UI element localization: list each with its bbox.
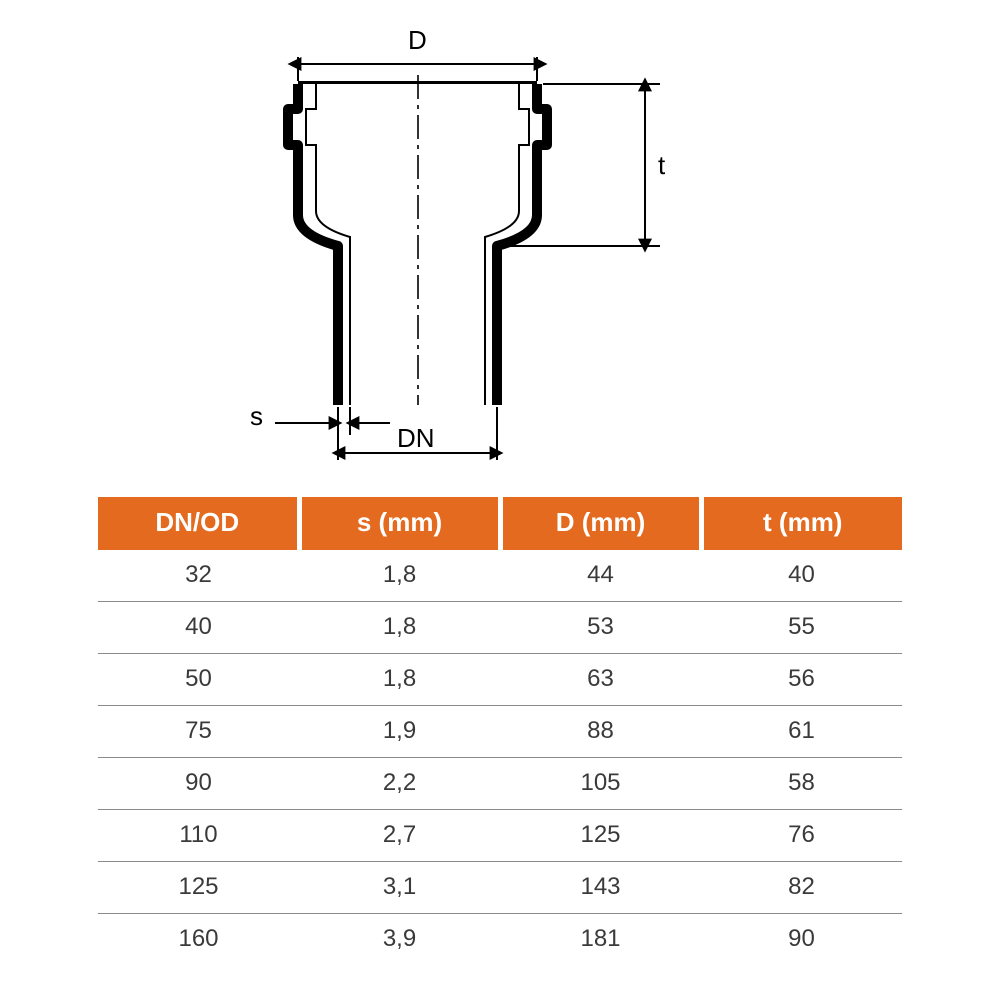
table-header-row: DN/OD s (mm) D (mm) t (mm) [98, 497, 902, 550]
col-t: t (mm) [701, 497, 902, 550]
label-D: D [408, 25, 427, 56]
label-t: t [658, 150, 665, 181]
pipe-diagram: D t s DN [190, 35, 720, 455]
table-cell: 63 [500, 654, 701, 706]
table-cell: 181 [500, 914, 701, 966]
col-s: s (mm) [299, 497, 500, 550]
table-cell: 1,9 [299, 706, 500, 758]
table-cell: 61 [701, 706, 902, 758]
table-cell: 3,1 [299, 862, 500, 914]
table-cell: 125 [98, 862, 299, 914]
table-cell: 125 [500, 810, 701, 862]
pipe-svg [190, 35, 720, 465]
table-cell: 76 [701, 810, 902, 862]
table-cell: 40 [701, 550, 902, 602]
label-DN: DN [397, 423, 435, 454]
table-cell: 82 [701, 862, 902, 914]
table-cell: 50 [98, 654, 299, 706]
table-cell: 32 [98, 550, 299, 602]
label-s: s [250, 401, 263, 432]
table-cell: 2,2 [299, 758, 500, 810]
table-cell: 75 [98, 706, 299, 758]
table-row: 1253,114382 [98, 862, 902, 914]
table-row: 401,85355 [98, 602, 902, 654]
table-row: 321,84440 [98, 550, 902, 602]
table-cell: 90 [98, 758, 299, 810]
table-cell: 90 [701, 914, 902, 966]
table-cell: 55 [701, 602, 902, 654]
table-row: 751,98861 [98, 706, 902, 758]
table-cell: 56 [701, 654, 902, 706]
table-row: 1102,712576 [98, 810, 902, 862]
table-cell: 1,8 [299, 654, 500, 706]
table-row: 501,86356 [98, 654, 902, 706]
table-cell: 1,8 [299, 550, 500, 602]
table-cell: 105 [500, 758, 701, 810]
table-cell: 160 [98, 914, 299, 966]
table-cell: 143 [500, 862, 701, 914]
table-row: 1603,918190 [98, 914, 902, 966]
col-D: D (mm) [500, 497, 701, 550]
table-row: 902,210558 [98, 758, 902, 810]
table-cell: 88 [500, 706, 701, 758]
table-cell: 110 [98, 810, 299, 862]
dimensions-table: DN/OD s (mm) D (mm) t (mm) 321,84440401,… [98, 497, 902, 965]
table-cell: 3,9 [299, 914, 500, 966]
table-cell: 2,7 [299, 810, 500, 862]
col-dn-od: DN/OD [98, 497, 299, 550]
table-cell: 53 [500, 602, 701, 654]
table-cell: 58 [701, 758, 902, 810]
table-cell: 44 [500, 550, 701, 602]
table-cell: 40 [98, 602, 299, 654]
table-cell: 1,8 [299, 602, 500, 654]
